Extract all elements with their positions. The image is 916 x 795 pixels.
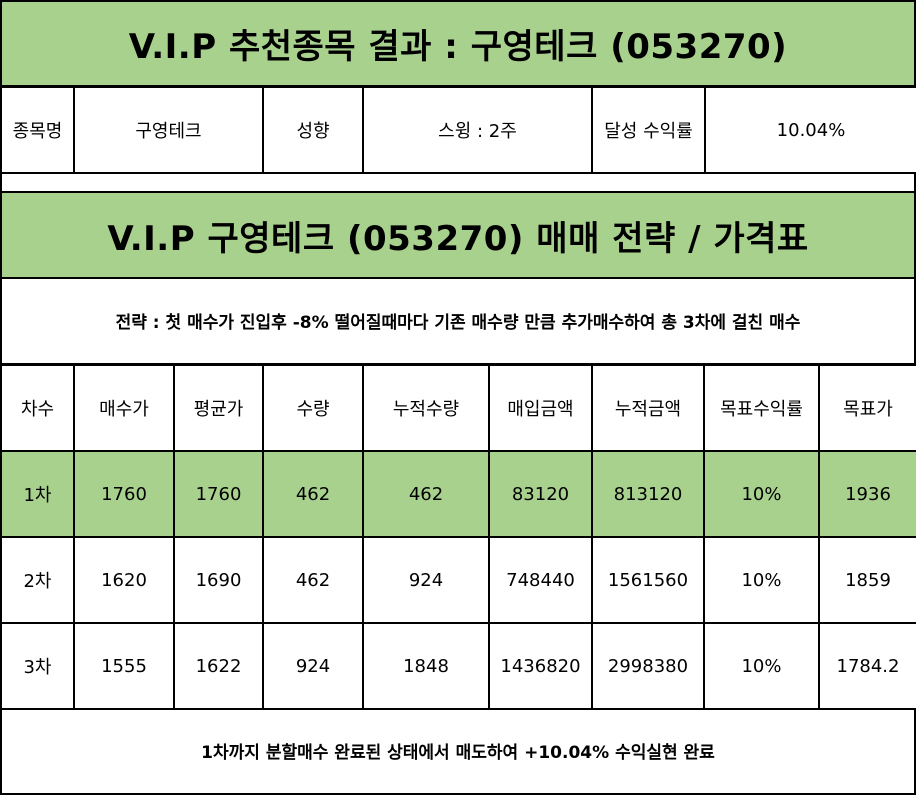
header-cell: 매수가 [73,364,175,452]
style-value: 스윙 : 2주 [362,86,593,174]
header-cell: 목표가 [818,364,916,452]
table-cell: 924 [262,622,364,710]
table-cell: 1622 [173,622,264,710]
table-cell: 1859 [818,536,916,624]
table-cell: 1561560 [591,536,705,624]
table-cell: 1436820 [488,622,593,710]
table-cell: 1555 [73,622,175,710]
info-table: 종목명 구영테크 성향 스윙 : 2주 달성 수익률 10.04% [0,86,916,174]
table-cell: 462 [262,450,364,538]
table-header-row: 차수 매수가 평균가 수량 누적수량 매입금액 누적금액 목표수익률 목표가 [0,364,916,452]
strategy-text: 전략 : 첫 매수가 진입후 -8% 떨어질때마다 기존 매수량 만큼 추가매수… [0,278,916,365]
return-value: 10.04% [704,86,916,174]
info-row: 종목명 구영테크 성향 스윙 : 2주 달성 수익률 10.04% [0,86,916,174]
table-row: 3차 1555 1622 924 1848 1436820 2998380 10… [0,622,916,710]
table-cell: 10% [703,622,820,710]
table-cell: 2차 [0,536,75,624]
table-cell: 2998380 [591,622,705,710]
spacer-row [0,172,916,192]
stock-name-value: 구영테크 [73,86,264,174]
header-cell: 평균가 [173,364,264,452]
header-cell: 목표수익률 [703,364,820,452]
header-cell: 매입금액 [488,364,593,452]
table-cell: 1620 [73,536,175,624]
table-row: 1차 1760 1760 462 462 83120 813120 10% 19… [0,450,916,538]
style-label: 성향 [262,86,364,174]
table-cell: 1784.2 [818,622,916,710]
table-cell: 1760 [173,450,264,538]
table-cell: 1936 [818,450,916,538]
header-cell: 누적수량 [362,364,490,452]
table-cell: 924 [362,536,490,624]
return-label: 달성 수익률 [591,86,706,174]
header-cell: 차수 [0,364,75,452]
table-cell: 748440 [488,536,593,624]
table-cell: 462 [262,536,364,624]
table-cell: 1848 [362,622,490,710]
result-footer: 1차까지 분할매수 완료된 상태에서 매도하여 +10.04% 수익실현 완료 [0,708,916,795]
table-cell: 10% [703,450,820,538]
price-table: 차수 매수가 평균가 수량 누적수량 매입금액 누적금액 목표수익률 목표가 1… [0,364,916,710]
table-cell: 1690 [173,536,264,624]
result-title: V.I.P 추천종목 결과 : 구영테크 (053270) [0,0,916,87]
table-cell: 3차 [0,622,75,710]
table-cell: 83120 [488,450,593,538]
table-row: 2차 1620 1690 462 924 748440 1561560 10% … [0,536,916,624]
table-cell: 10% [703,536,820,624]
table-cell: 462 [362,450,490,538]
table-cell: 1차 [0,450,75,538]
table-cell: 1760 [73,450,175,538]
stock-name-label: 종목명 [0,86,75,174]
header-cell: 수량 [262,364,364,452]
table-cell: 813120 [591,450,705,538]
header-cell: 누적금액 [591,364,705,452]
strategy-title: V.I.P 구영테크 (053270) 매매 전략 / 가격표 [0,191,916,279]
